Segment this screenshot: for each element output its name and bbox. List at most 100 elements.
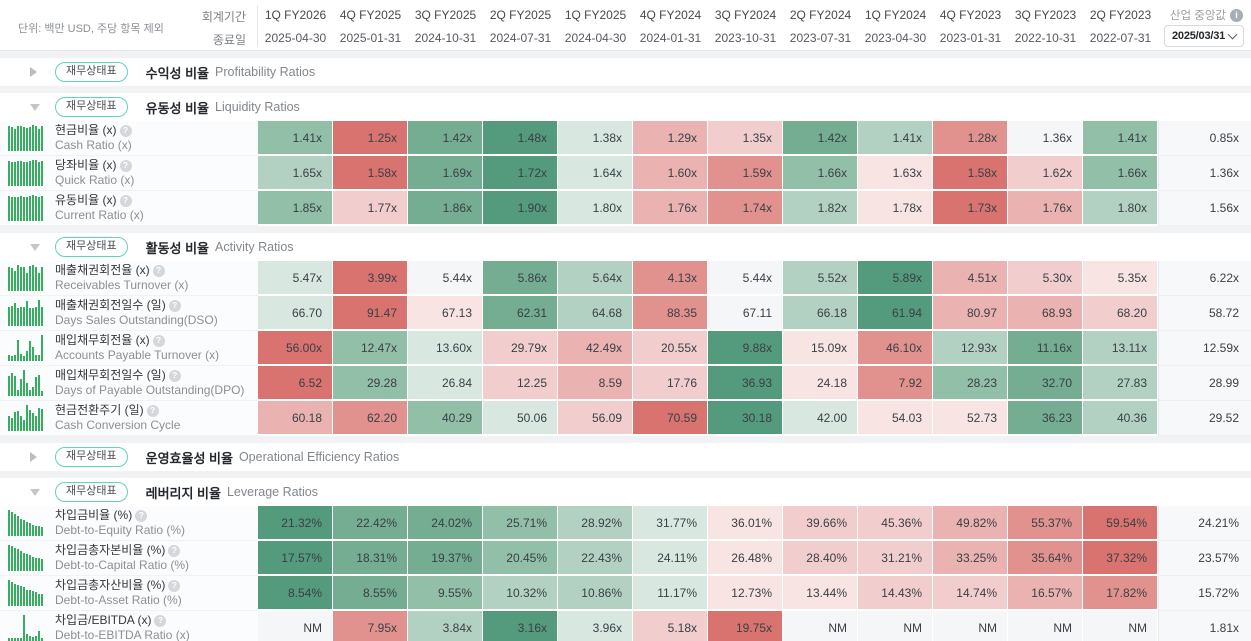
- ratio-value-cell: 1.62x: [1008, 156, 1083, 191]
- mini-bar: [23, 197, 25, 221]
- section-gap: [0, 226, 1251, 233]
- section-header-leverage-ratios[interactable]: 재무상태표 레버리지 비율 Leverage Ratios: [0, 478, 1251, 506]
- mini-bar: [38, 300, 40, 326]
- section-header-operational-efficiency-ratios[interactable]: 재무상태표 운영효율성 비율 Operational Efficiency Rati…: [0, 443, 1251, 471]
- section-title-en: Leverage Ratios: [226, 485, 319, 499]
- mini-bar: [17, 411, 19, 431]
- ratio-value-cell: 20.45%: [483, 541, 558, 576]
- mini-bar: [20, 161, 22, 186]
- ratio-value-cell: 5.30x: [1008, 261, 1083, 296]
- ratio-value-cell: 5.64x: [558, 261, 633, 296]
- section-title-en: Operational Efficiency Ratios: [238, 450, 400, 464]
- industry-median-cell: 0.85x: [1158, 121, 1251, 156]
- period-column-header: 1Q FY2025 2024-04-30: [558, 0, 633, 50]
- mini-history-chart-icon: [8, 160, 46, 186]
- help-icon[interactable]: ?: [168, 299, 181, 312]
- mini-bar: [20, 379, 22, 396]
- ratio-value-cell: 61.94: [858, 296, 933, 331]
- ratio-value-cell: 13.11x: [1083, 331, 1158, 366]
- industry-median-date-dropdown[interactable]: 2025/03/31: [1164, 25, 1244, 47]
- mini-history-chart-icon: [8, 545, 46, 571]
- ratio-label-cell: 매출채권회전율 (x)? Receivables Turnover (x): [0, 261, 258, 296]
- mini-bar: [20, 126, 22, 151]
- ratio-name-en: Receivables Turnover (x): [55, 278, 189, 292]
- ratio-value-cell: 8.55%: [333, 576, 408, 611]
- ratio-value-cell: 56.00x: [258, 331, 333, 366]
- ratio-value-cell: 22.42%: [333, 506, 408, 541]
- mini-bar: [14, 412, 16, 431]
- ratio-name: 매출채권회전율 (x)? Receivables Turnover (x): [55, 263, 188, 293]
- section-header-profitability-ratios[interactable]: 재무상태표 수익성 비율 Profitability Ratios: [0, 58, 1251, 86]
- mini-bar: [41, 409, 43, 431]
- header-divider: [257, 6, 258, 46]
- help-icon[interactable]: ?: [154, 614, 167, 627]
- collapse-arrow-icon[interactable]: [30, 243, 40, 251]
- help-icon[interactable]: ?: [152, 334, 165, 347]
- mini-bar: [26, 522, 28, 536]
- ratio-value-cell: 17.57%: [258, 541, 333, 576]
- mini-bar: [32, 125, 34, 151]
- help-icon[interactable]: ?: [119, 194, 132, 207]
- ratio-value-cell: 13.44%: [783, 576, 858, 611]
- mini-bar: [29, 523, 31, 536]
- end-date-value: 2024-04-30: [564, 31, 627, 45]
- ratio-name: 당좌비율 (x)? Quick Ratio (x): [55, 158, 134, 188]
- help-icon[interactable]: ?: [135, 509, 148, 522]
- triangle-right-icon: [30, 67, 37, 77]
- ratio-name-kr: 당좌비율 (x)?: [55, 158, 134, 173]
- section-title-kr: 수익성 비율: [145, 65, 210, 81]
- help-icon[interactable]: ?: [168, 544, 181, 557]
- help-icon[interactable]: ?: [146, 404, 159, 417]
- period-column-header: 3Q FY2025 2024-10-31: [408, 0, 483, 50]
- ratio-value-cell: 18.31%: [333, 541, 408, 576]
- ratio-name: 차입금/EBITDA (x)? Debt-to-EBITDA Ratio (x): [55, 613, 190, 641]
- mini-bar: [26, 128, 28, 151]
- ratio-value-cell: 1.90x: [483, 191, 558, 226]
- section-title-kr: 운영효율성 비율: [145, 450, 233, 466]
- ratio-value-cell: 3.99x: [333, 261, 408, 296]
- collapse-arrow-icon[interactable]: [30, 103, 40, 111]
- mini-bar: [26, 383, 28, 396]
- mini-bar: [8, 161, 10, 186]
- ratio-value-cell: 1.86x: [408, 191, 483, 226]
- expand-arrow-icon[interactable]: [30, 67, 40, 77]
- mini-bar: [41, 638, 43, 641]
- mini-bar: [29, 127, 31, 151]
- mini-bar: [26, 197, 28, 221]
- ratio-label-cell: 차입금비율 (%)? Debt-to-Equity Ratio (%): [0, 506, 258, 541]
- table-header: 단위: 백만 USD, 주당 항목 제외 회계기간 종료일 1Q FY2026 2…: [0, 0, 1251, 51]
- section-header-activity-ratios[interactable]: 재무상태표 활동성 비율 Activity Ratios: [0, 233, 1251, 261]
- mini-bar: [23, 587, 25, 606]
- ratio-value-cell: 1.60x: [633, 156, 708, 191]
- info-icon[interactable]: i: [1230, 8, 1243, 22]
- ratio-value-cell: 1.63x: [858, 156, 933, 191]
- section-header-liquidity-ratios[interactable]: 재무상태표 유동성 비율 Liquidity Ratios: [0, 93, 1251, 121]
- ratio-name: 매출채권회전일수 (일)? Days Sales Outstanding(DSO): [55, 298, 218, 328]
- ratio-value-cell: 91.47: [333, 296, 408, 331]
- ratio-value-cell: 5.44x: [708, 261, 783, 296]
- ratio-value-cell: 32.70: [1008, 366, 1083, 401]
- ratio-value-cell: 1.76x: [633, 191, 708, 226]
- ratio-label-cell: 매출채권회전일수 (일)? Days Sales Outstanding(DSO): [0, 296, 258, 331]
- ratio-value-cell: 26.48%: [708, 541, 783, 576]
- ratio-value-cell: 1.48x: [483, 121, 558, 156]
- period-column-header: 3Q FY2024 2023-10-31: [708, 0, 783, 50]
- mini-bar: [32, 160, 34, 186]
- ratio-value-cell: 1.69x: [408, 156, 483, 191]
- help-icon[interactable]: ?: [168, 369, 181, 382]
- collapse-arrow-icon[interactable]: [30, 488, 40, 496]
- ratio-value-cell: 29.28: [333, 366, 408, 401]
- help-icon[interactable]: ?: [119, 159, 132, 172]
- mini-bar: [17, 197, 19, 221]
- help-icon[interactable]: ?: [119, 124, 132, 137]
- help-icon[interactable]: ?: [152, 264, 165, 277]
- help-icon[interactable]: ?: [168, 579, 181, 592]
- ratio-value-cell: 1.42x: [408, 121, 483, 156]
- mini-bar: [41, 161, 43, 186]
- ratio-value-cell: 14.43%: [858, 576, 933, 611]
- header-label-column: 단위: 백만 USD, 주당 항목 제외 회계기간 종료일: [0, 0, 258, 50]
- ratio-value-cell: 45.36%: [858, 506, 933, 541]
- ratio-value-cell: 1.66x: [1083, 156, 1158, 191]
- mini-bar: [38, 162, 40, 186]
- expand-arrow-icon[interactable]: [30, 452, 40, 462]
